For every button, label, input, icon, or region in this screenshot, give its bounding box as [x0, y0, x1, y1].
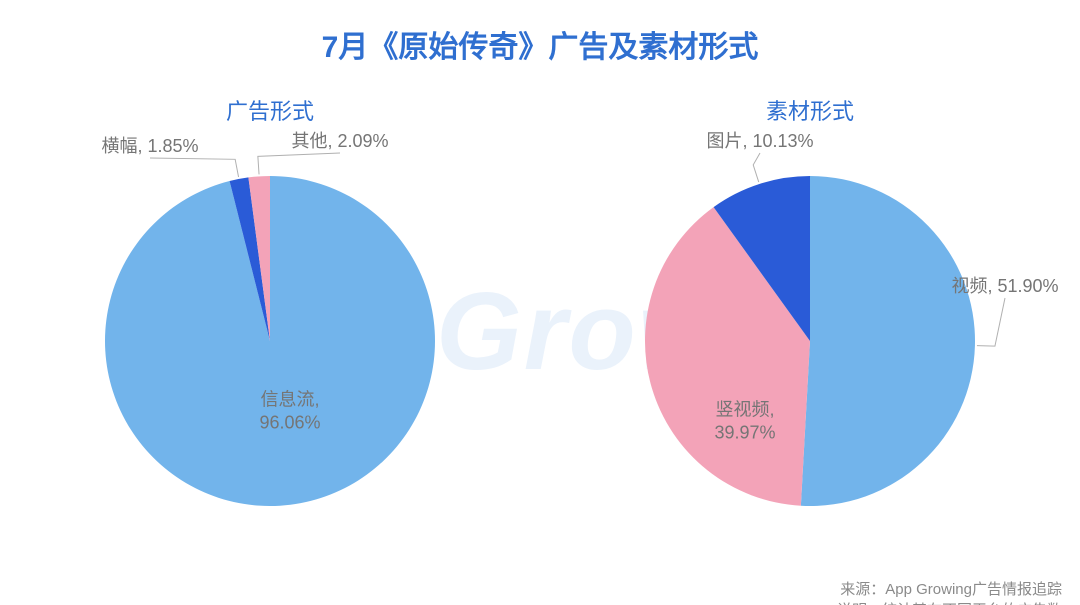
pie-slice-label: 横幅, 1.85% — [101, 135, 198, 158]
page-title: 7月《原始传奇》广告及素材形式 — [0, 22, 1080, 66]
pie-slice-label: 视频, 51.90% — [951, 275, 1058, 298]
pie-slice — [801, 176, 975, 506]
footer-source: 来源：App Growing广告情报追踪 说明：统计其在不同平台的广告数 — [837, 579, 1062, 605]
left-chart-column: 广告形式 信息流,96.06% 横幅, 1.85% 其他, 2.09% — [65, 66, 475, 546]
footer-line-1: 来源：App Growing广告情报追踪 — [837, 579, 1062, 600]
pie-slice-label: 信息流,96.06% — [259, 389, 320, 434]
pie-slice-label: 其他, 2.09% — [291, 130, 388, 153]
leader-line — [258, 153, 340, 174]
right-chart-subtitle: 素材形式 — [605, 94, 1015, 126]
right-pie-chart: 视频, 51.90%竖视频,39.97%图片, 10.13% — [605, 136, 1015, 546]
pie-slice-label: 竖视频,39.97% — [714, 399, 775, 444]
left-pie-chart: 信息流,96.06%横幅, 1.85%其他, 2.09% — [65, 136, 475, 546]
pie-slice-label: 图片, 10.13% — [706, 130, 813, 153]
left-chart-subtitle: 广告形式 — [65, 94, 475, 126]
leader-line — [977, 298, 1005, 346]
charts-row: 广告形式 信息流,96.06% 横幅, 1.85% 其他, 2.09% 素材形式 视… — [0, 66, 1080, 546]
leader-line — [753, 153, 760, 182]
leader-line — [150, 158, 239, 177]
footer-line-2: 说明：统计其在不同平台的广告数 — [837, 600, 1062, 605]
right-chart-column: 素材形式 视频, 51.90%竖视频,39.97%图片, 10.13% — [605, 66, 1015, 546]
